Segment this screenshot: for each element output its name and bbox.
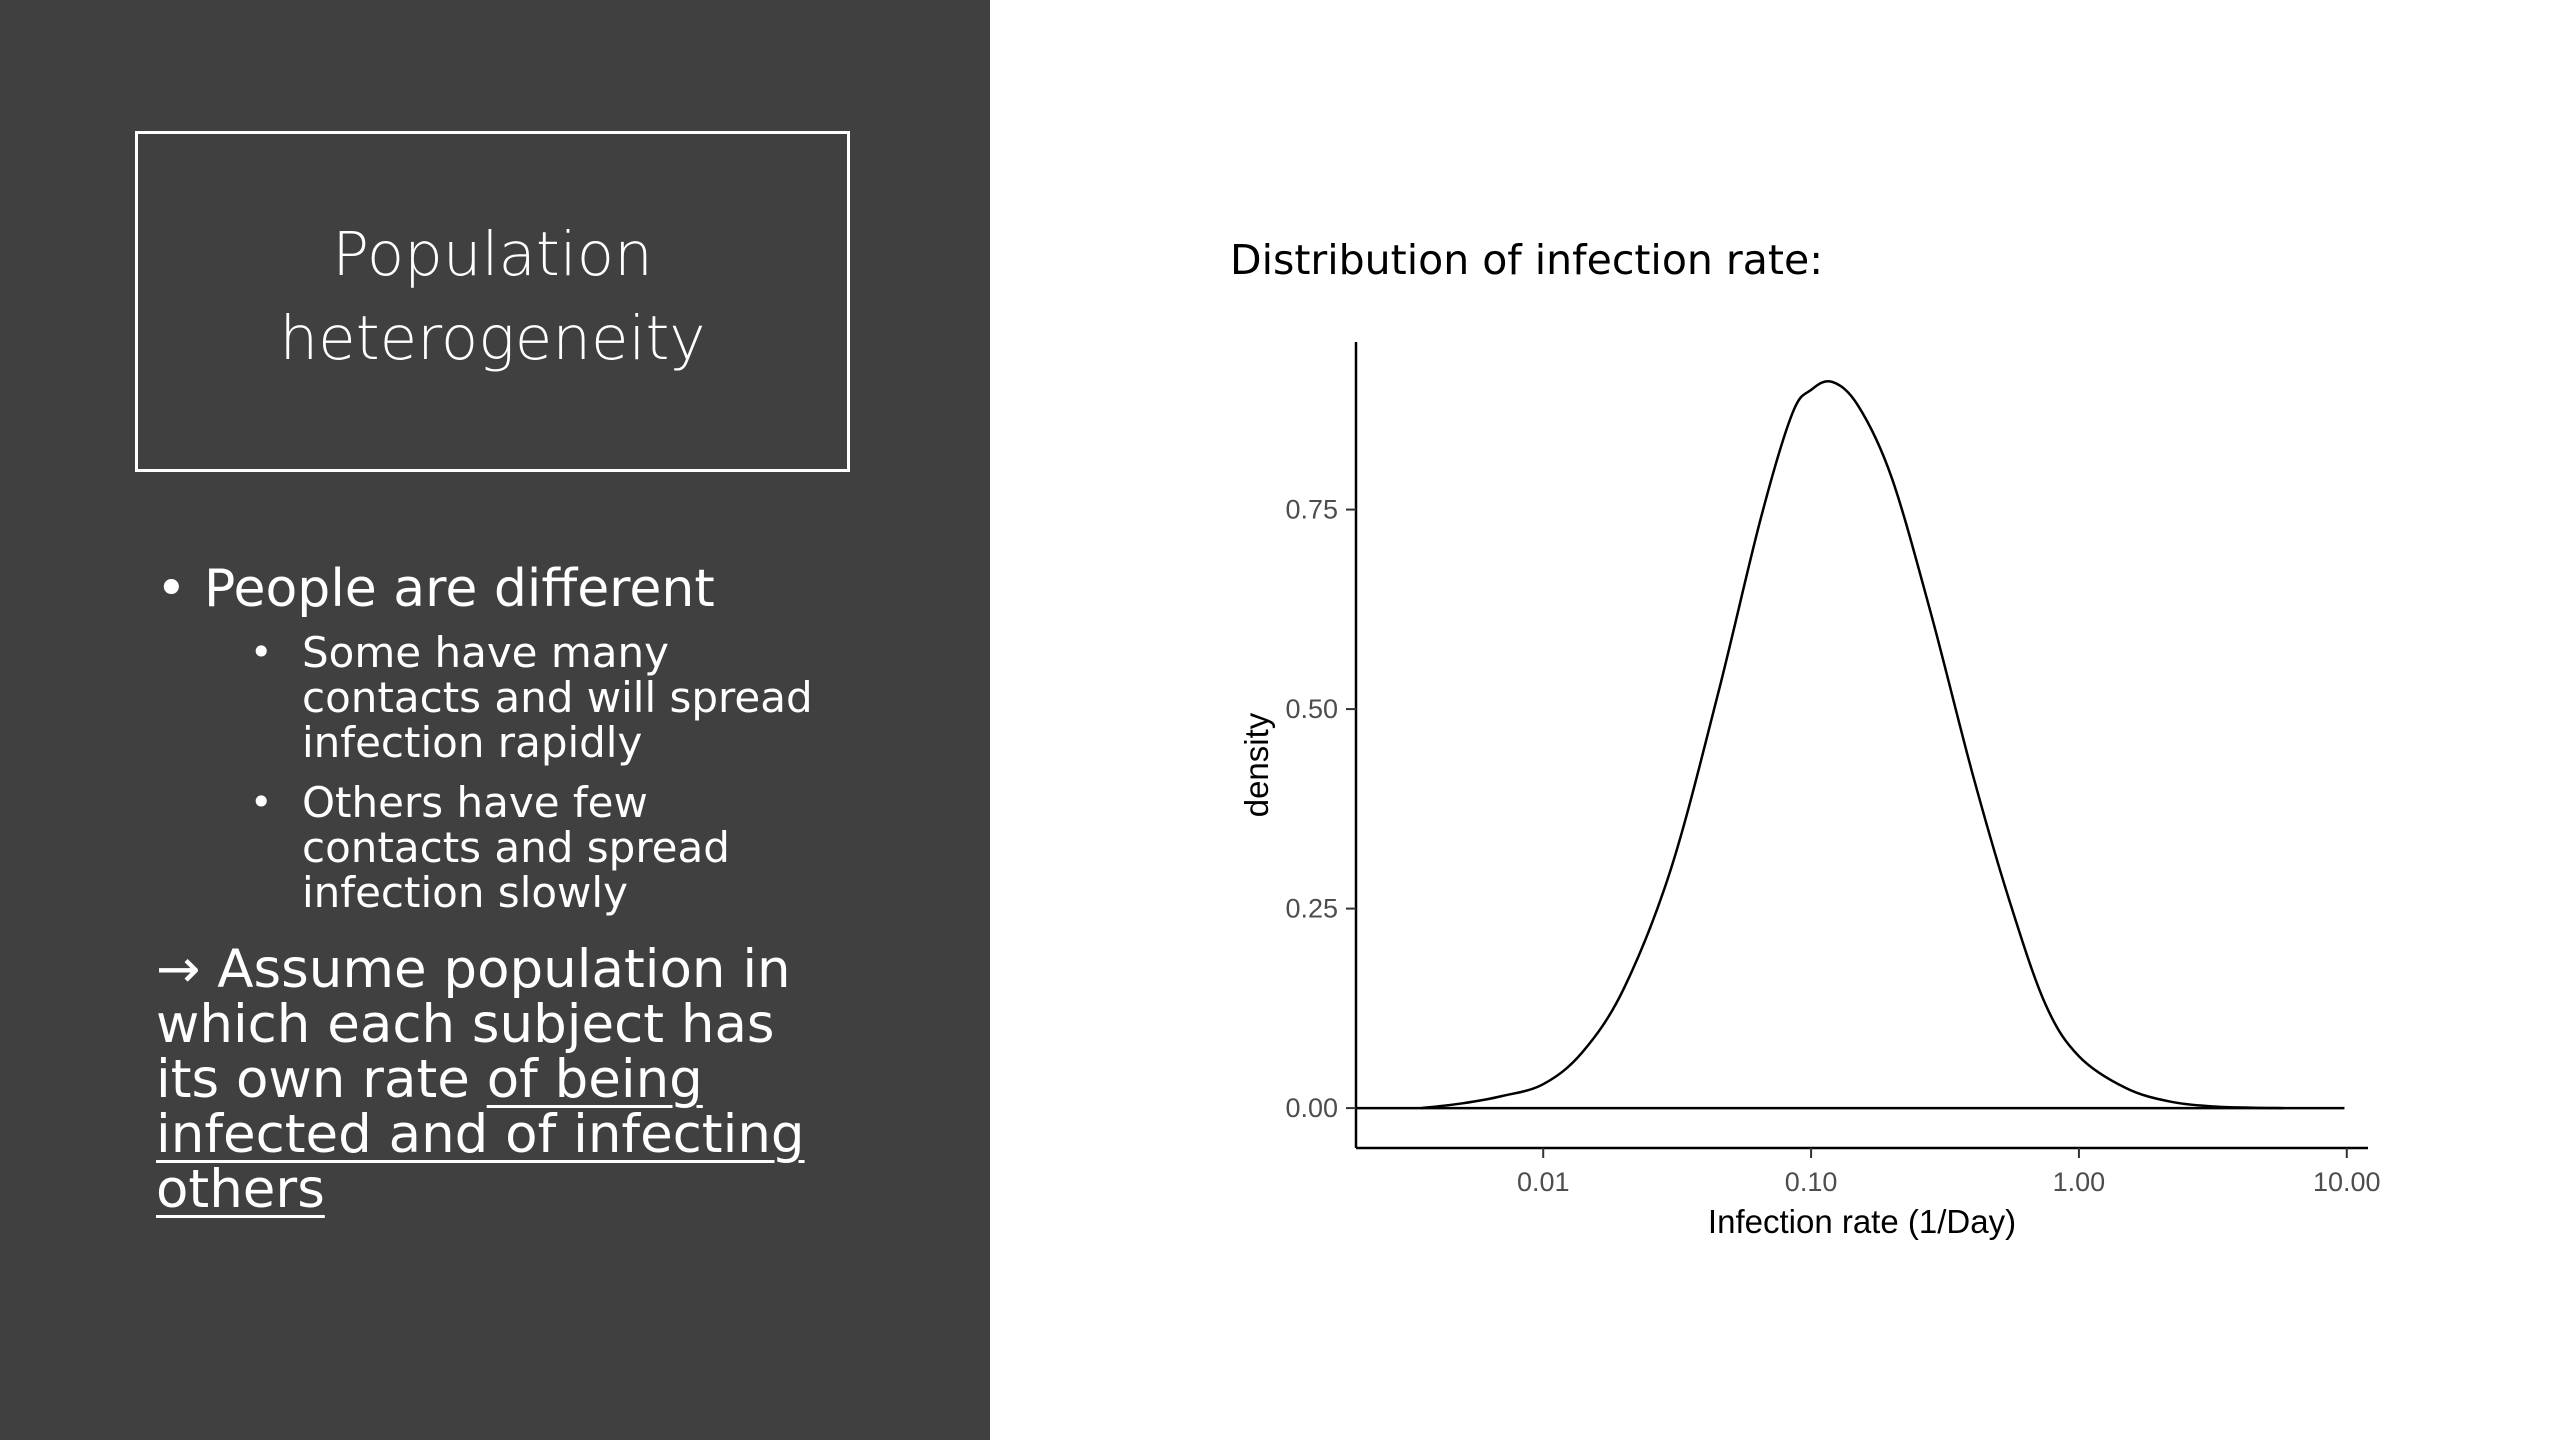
right-arrow-icon: →: [156, 939, 201, 1000]
sub-bullet-line: contacts and will spread: [302, 673, 813, 722]
title-box: Population heterogeneity: [135, 131, 850, 472]
x-tick-label: 1.00: [2053, 1167, 2106, 1197]
assume-line-1: Assume population in: [217, 939, 791, 1000]
slide-title: Population heterogeneity: [173, 213, 813, 381]
sub-bullet-line: infection rapidly: [302, 718, 643, 767]
sub-bullet-line: Others have few: [302, 778, 648, 827]
bullet-text: People are different: [204, 559, 715, 619]
sub-bullet-line: Some have many: [302, 628, 669, 677]
y-tick-label: 0.50: [1285, 694, 1338, 724]
sub-bullet-dot-icon: •: [250, 630, 273, 674]
y-tick-label: 0.25: [1285, 894, 1338, 924]
density-curve: [1420, 380, 2284, 1110]
sub-bullet-dot-icon: •: [250, 780, 273, 824]
x-tick-label: 0.01: [1517, 1167, 1570, 1197]
sub-bullet-text: Some have many contacts and will spread …: [302, 630, 813, 765]
sub-bullet-text: Others have few contacts and spread infe…: [302, 780, 730, 915]
x-tick-label: 0.10: [1785, 1167, 1838, 1197]
assume-line-2: which each subject has: [156, 994, 775, 1055]
assume-line-4: infected and of infecting: [156, 1104, 805, 1165]
assume-line-5: others: [156, 1159, 325, 1220]
bullet-dot-icon: •: [156, 559, 187, 619]
slide-left-panel: Population heterogeneity • People are di…: [0, 0, 990, 1440]
sub-bullet-line: infection slowly: [302, 868, 628, 917]
assume-line-3-plain: its own rate: [156, 1049, 487, 1110]
density-chart: 0.00 0.25 0.50 0.75 0.01 0.10 1.00 10.00 Infecti…: [1238, 342, 2381, 1240]
sub-bullet-line: contacts and spread: [302, 823, 730, 872]
title-line-1: Population: [332, 218, 653, 290]
chart-heading: Distribution of infection rate:: [1230, 236, 1824, 284]
y-tick-label: 0.00: [1285, 1093, 1338, 1123]
assumption-paragraph: → Assume population in which each subjec…: [156, 942, 805, 1217]
plot-area: 0.00 0.25 0.50 0.75 0.01 0.10 1.00 10.00 Infecti…: [1238, 342, 2381, 1240]
x-axis-label: Infection rate (1/Day): [1708, 1203, 2016, 1240]
x-tick-label: 10.00: [2313, 1167, 2381, 1197]
y-axis-label: density: [1238, 712, 1275, 817]
title-line-2: heterogeneity: [279, 302, 706, 374]
y-tick-label: 0.75: [1285, 495, 1338, 525]
assume-line-3-underlined: of being: [486, 1049, 703, 1110]
